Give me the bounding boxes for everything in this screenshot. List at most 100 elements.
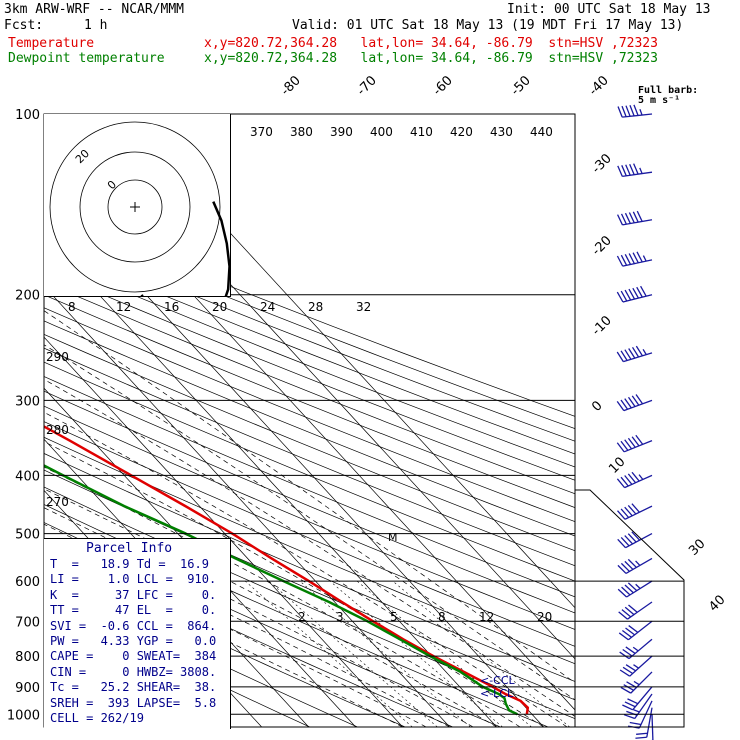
theta-label: 440: [530, 125, 553, 139]
wind-barb-flag: [622, 666, 634, 675]
dry-adiabat-line: [44, 376, 575, 598]
wind-barb-flag: [619, 651, 630, 660]
mixing-ratio-line: [299, 580, 471, 727]
wind-barb-flag: [624, 506, 633, 517]
wind-barb: [618, 601, 653, 620]
dry-adiabat-line: [44, 257, 575, 468]
parcel-info-row: Tc = 25.2 SHEAR= 38.: [50, 680, 217, 695]
wind-barb-flag: [629, 163, 635, 175]
isotherm-label: 0: [589, 398, 605, 414]
dry-adiabat-line: [44, 347, 575, 567]
wind-barb-staff: [625, 533, 653, 549]
parcel-info-row: CAPE = 0 SWEAT= 384: [50, 649, 217, 664]
wind-barb: [617, 163, 653, 177]
m-marker: M: [388, 531, 398, 544]
wind-barb-flag: [617, 106, 623, 118]
wind-barb: [617, 503, 653, 520]
dewpoint-location: x,y=820.72,364.28 lat,lon= 34.64, -86.79…: [204, 51, 658, 66]
wind-barb-flag: [627, 437, 636, 448]
isotherm-label: 40: [706, 593, 728, 615]
wind-barb: [617, 531, 653, 549]
dry-adiabat-line: [44, 245, 575, 455]
wind-barb-flag: [627, 473, 637, 484]
pressure-label: 700: [15, 615, 40, 630]
wind-barb-flag: [620, 476, 629, 487]
pressure-label: 1000: [7, 708, 40, 723]
wind-barb-flag: [625, 627, 636, 636]
dry-adiabat-label: 290: [46, 350, 69, 364]
mixing-ratio-line: [392, 580, 570, 727]
dry-adiabat-line: [44, 333, 575, 552]
mixing-ratio-label: 12: [116, 300, 131, 314]
wind-barb-staff: [646, 707, 653, 738]
wind-barb-staff: [622, 113, 653, 118]
hodograph-trace: [140, 201, 231, 345]
wind-barb-flag: [629, 105, 635, 117]
wind-barb-flag: [618, 611, 628, 620]
wind-barb-staff: [623, 439, 653, 453]
wind-barb-flag: [620, 537, 630, 547]
wind-barb-flag: [625, 105, 631, 117]
wind-barb-flag: [620, 213, 627, 225]
wind-barb-flag: [620, 399, 629, 410]
wind-barb-halfflag: [633, 680, 640, 686]
dry-adiabat-line: [44, 579, 358, 727]
wind-barb-flag: [620, 686, 632, 694]
isotherm-label: -20: [589, 233, 615, 259]
wind-barb-flag: [621, 105, 627, 117]
hodograph-ring: [79, 151, 191, 263]
isotherm-label: -80: [278, 73, 304, 99]
isotherm-line: [44, 234, 497, 727]
wind-barb-staff: [630, 671, 653, 694]
wind-barb-flag: [624, 398, 632, 409]
wind-barb-flag: [618, 632, 629, 641]
wind-barb-staff: [624, 474, 653, 489]
wind-barb-flag: [620, 254, 628, 266]
wind-barb-flag: [616, 478, 626, 489]
wind-barb-halfflag: [635, 583, 641, 589]
wind-barb-staff: [623, 352, 653, 363]
wind-barb-halfflag: [639, 109, 643, 116]
theta-label: 430: [490, 125, 513, 139]
wind-barb-staff: [622, 259, 653, 267]
parcel-info-row: SREH = 393 LAPSE= 5.8: [50, 695, 217, 710]
fcst-label: Fcst:: [4, 18, 44, 33]
wind-barb-halfflag: [635, 560, 641, 566]
wind-barb-halfflag: [633, 664, 639, 669]
isotherm-label: -70: [354, 73, 380, 99]
plot-frame-extension: [575, 489, 685, 728]
isotherm-line: [44, 387, 356, 727]
theta-label: 400: [370, 125, 393, 139]
wind-barb-staff: [624, 505, 653, 520]
pressure-label: 600: [15, 575, 40, 590]
wind-barb: [616, 394, 653, 412]
wind-barb-flag: [636, 251, 643, 263]
wind-barb-staff: [628, 638, 653, 660]
wind-barb-flag: [616, 442, 625, 453]
wind-barb: [616, 285, 653, 303]
wind-barb-staff: [627, 620, 653, 641]
mixing-ratio-label: 20: [537, 610, 552, 624]
mixing-ratio-label: 8: [438, 610, 446, 624]
wind-barb-staff: [623, 399, 653, 412]
wind-barb-flag: [631, 395, 640, 406]
isotherm-line: [44, 336, 403, 727]
hodograph-ring-label: 20: [73, 147, 92, 166]
wind-barb-flag: [625, 664, 637, 672]
wind-barb-flag: [631, 436, 640, 447]
wind-barb: [620, 671, 653, 694]
wind-barb-flag: [627, 582, 638, 592]
wind-barb-flag: [620, 440, 629, 451]
wind-barb-flag: [621, 165, 627, 177]
mixing-ratio-line: [268, 580, 438, 727]
dry-adiabat-label: 280: [46, 423, 69, 437]
dry-adiabat-line: [44, 294, 575, 508]
wind-barb-flag: [640, 285, 647, 297]
wind-barb-flag: [635, 394, 644, 405]
wind-barb-flag: [636, 732, 648, 735]
wind-barb-flag: [620, 350, 628, 361]
wind-barb: [623, 693, 653, 720]
wind-barb-flag: [632, 252, 639, 264]
wind-barb-staff: [626, 580, 653, 598]
